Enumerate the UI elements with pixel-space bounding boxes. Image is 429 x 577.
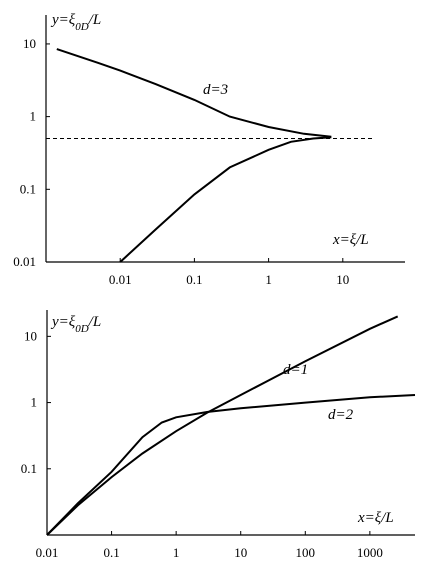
x-tick-label: 1 <box>265 272 272 287</box>
x-axis-label: x=ξ/L <box>332 232 369 248</box>
x-tick-label: 10 <box>234 545 247 560</box>
y-tick-label: 0.01 <box>13 254 36 269</box>
x-tick-label: 0.01 <box>36 545 59 560</box>
x-tick-label: 1 <box>173 545 180 560</box>
curve <box>56 48 332 138</box>
y-tick-label: 0.1 <box>21 461 37 476</box>
x-tick-label: 0.01 <box>109 272 132 287</box>
curve <box>46 394 416 536</box>
y-tick-label: 10 <box>24 328 37 343</box>
y-axis-label-part: 0D <box>75 323 89 335</box>
y-axis-label-part: y=ξ <box>50 314 76 330</box>
curve-label: d=1 <box>283 362 308 378</box>
x-axis-label: x=ξ/L <box>357 510 394 526</box>
y-axis-label-part: y=ξ <box>50 12 76 28</box>
x-tick-label: 1000 <box>357 545 383 560</box>
y-tick-label: 10 <box>23 36 36 51</box>
x-tick-label: 100 <box>296 545 316 560</box>
x-tick-label: 0.1 <box>186 272 202 287</box>
x-tick-label: 10 <box>336 272 349 287</box>
y-tick-label: 1 <box>31 395 38 410</box>
y-axis-label: y=ξ0D/L <box>50 12 101 33</box>
x-tick-label: 0.1 <box>103 545 119 560</box>
y-tick-label: 1 <box>30 109 37 124</box>
y-axis-label: y=ξ0D/L <box>50 314 101 335</box>
y-axis-label-part: /L <box>88 12 102 28</box>
y-axis-label-part: /L <box>88 314 102 330</box>
y-axis-label-part: 0D <box>75 21 89 33</box>
curve <box>46 315 399 536</box>
y-tick-label: 0.1 <box>20 181 36 196</box>
curve-label: d=3 <box>203 82 228 98</box>
curve <box>119 136 332 263</box>
curve-label: d=2 <box>328 407 354 423</box>
